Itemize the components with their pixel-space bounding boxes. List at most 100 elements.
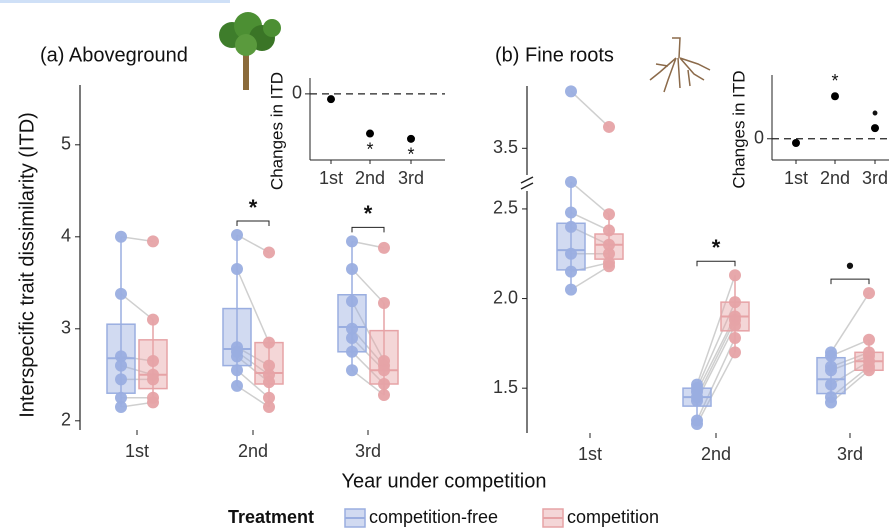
point xyxy=(729,346,741,358)
x-tick-label: 2nd xyxy=(238,441,268,461)
y-axis-title: Interspecific trait dissimilarity (ITD) xyxy=(16,112,38,418)
point xyxy=(565,248,577,260)
point xyxy=(863,287,875,299)
point xyxy=(792,139,800,147)
point xyxy=(378,242,390,254)
sig-bracket xyxy=(831,279,869,284)
point xyxy=(825,379,837,391)
x-tick-label: 1st xyxy=(578,444,602,464)
sig-bracket xyxy=(237,221,269,226)
pair-line xyxy=(571,91,609,127)
point xyxy=(729,319,741,331)
point xyxy=(147,314,159,326)
point xyxy=(346,332,358,344)
point xyxy=(407,135,415,143)
point xyxy=(825,350,837,362)
pair-line xyxy=(121,294,153,320)
x-tick-label: 3rd xyxy=(398,168,424,188)
y-tick-label: 2.5 xyxy=(493,198,518,218)
point xyxy=(691,395,703,407)
point xyxy=(863,334,875,346)
point xyxy=(871,124,879,132)
point xyxy=(366,130,374,138)
point xyxy=(231,364,243,376)
point xyxy=(691,418,703,430)
inset-y-title: Changes in ITD xyxy=(267,72,286,190)
point xyxy=(346,235,358,247)
sig-label: * xyxy=(407,145,414,165)
point xyxy=(263,246,275,258)
sig-label: * xyxy=(831,71,838,91)
legend-label: competition xyxy=(567,507,659,527)
point xyxy=(825,364,837,376)
x-tick-label: 1st xyxy=(319,168,343,188)
axis-break xyxy=(521,177,533,189)
point xyxy=(565,284,577,296)
point xyxy=(565,207,577,219)
point xyxy=(378,364,390,376)
point xyxy=(565,221,577,233)
sig-bracket xyxy=(352,227,384,232)
point xyxy=(147,396,159,408)
point xyxy=(147,235,159,247)
roots-icon xyxy=(650,38,710,92)
point xyxy=(147,355,159,367)
legend-label: competition-free xyxy=(369,507,498,527)
point xyxy=(147,373,159,385)
point xyxy=(863,364,875,376)
x-tick-label: 2nd xyxy=(355,168,385,188)
point xyxy=(231,380,243,392)
point xyxy=(565,176,577,188)
sig-label: • xyxy=(846,253,854,278)
y-tick-label: 3 xyxy=(61,318,71,338)
sig-label: * xyxy=(712,235,721,260)
x-tick-label: 1st xyxy=(125,441,149,461)
point xyxy=(263,401,275,413)
point xyxy=(346,364,358,376)
point xyxy=(115,401,127,413)
pair-line xyxy=(831,293,869,352)
sig-label: • xyxy=(872,103,878,123)
sig-bracket xyxy=(697,261,735,266)
point xyxy=(115,288,127,300)
x-tick-label: 2nd xyxy=(701,444,731,464)
panel-title: (a) Aboveground xyxy=(40,44,188,66)
y-tick-label: 5 xyxy=(61,134,71,154)
point xyxy=(603,260,615,272)
y-tick-label: 2.0 xyxy=(493,287,518,307)
point xyxy=(231,350,243,362)
point xyxy=(115,231,127,243)
y-tick-label: 2 xyxy=(61,410,71,430)
point xyxy=(565,85,577,97)
chart: Interspecific trait dissimilarity (ITD) … xyxy=(0,0,889,528)
point xyxy=(378,389,390,401)
y-tick-label: 0 xyxy=(754,128,764,148)
point xyxy=(603,208,615,220)
point xyxy=(346,295,358,307)
point xyxy=(729,332,741,344)
point xyxy=(729,296,741,308)
sig-label: * xyxy=(249,195,258,220)
point xyxy=(378,297,390,309)
sig-label: * xyxy=(366,139,373,159)
point xyxy=(603,224,615,236)
point xyxy=(263,337,275,349)
legend-title: Treatment xyxy=(228,507,314,527)
x-axis-title: Year under competition xyxy=(342,470,547,492)
x-tick-label: 3rd xyxy=(837,444,863,464)
panel-title: (b) Fine roots xyxy=(495,44,614,66)
point xyxy=(729,269,741,281)
point xyxy=(115,360,127,372)
point xyxy=(831,92,839,100)
point xyxy=(603,121,615,133)
sig-label: * xyxy=(364,201,373,226)
point xyxy=(115,373,127,385)
y-tick-label: 0 xyxy=(292,83,302,103)
y-tick-label: 3.5 xyxy=(493,137,518,157)
point xyxy=(231,263,243,275)
x-tick-label: 3rd xyxy=(355,441,381,461)
point xyxy=(346,263,358,275)
point xyxy=(263,376,275,388)
point xyxy=(231,229,243,241)
x-tick-label: 3rd xyxy=(862,168,888,188)
